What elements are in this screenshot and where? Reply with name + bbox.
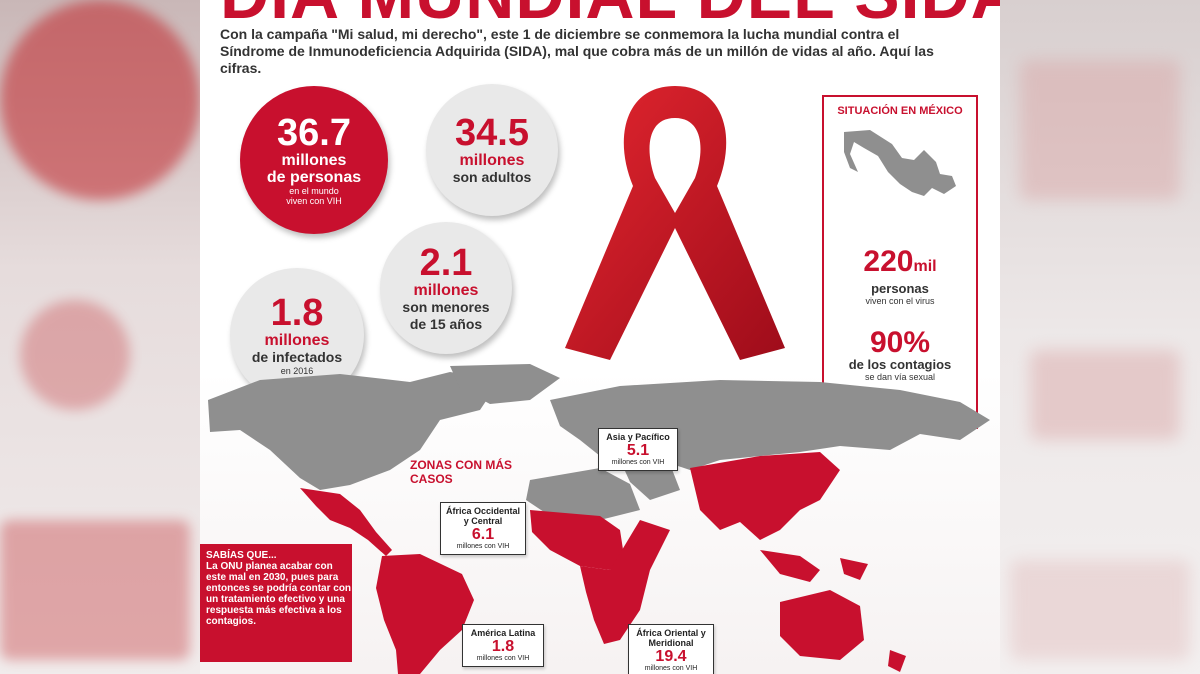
background-right bbox=[1000, 0, 1200, 674]
stat-total-l1: millones bbox=[281, 152, 347, 169]
stat-adults-circle: 34.5 millones son adultos bbox=[426, 84, 558, 216]
stat-adults-value: 34.5 bbox=[455, 112, 529, 154]
red-ribbon-icon bbox=[565, 86, 785, 360]
sabias-que-box: SABÍAS QUE... La ONU planea acabar con e… bbox=[200, 544, 352, 662]
callout-america-sub: millones con VIH bbox=[476, 655, 530, 662]
stat-minors-l1: millones bbox=[413, 281, 479, 299]
intro-text: Con la campaña "Mi salud, mi derecho", e… bbox=[220, 26, 934, 76]
mexico-panel: SITUACIÓN EN MÉXICO 220mil personas vive… bbox=[822, 95, 978, 429]
stat-infected-l3: en 2016 bbox=[280, 366, 314, 376]
stat-adults-l1: millones bbox=[459, 152, 525, 169]
mexico-people-value: 220 bbox=[863, 245, 914, 278]
stat-total-circle: 36.7 millones de personas en el mundo vi… bbox=[240, 86, 388, 234]
mexico-people-unit: mil bbox=[913, 258, 937, 275]
stat-infected-l1: millones bbox=[264, 332, 330, 349]
stat-total-value: 36.7 bbox=[277, 112, 351, 154]
callout-america-name: América Latina bbox=[470, 628, 536, 638]
callout-africa-occ-value: 6.1 bbox=[471, 526, 495, 543]
sabias-text: La ONU planea acabar con este mal en 203… bbox=[206, 561, 352, 627]
callout-america: América Latina 1.8 millones con VIH bbox=[462, 624, 544, 667]
callout-africa-or-sub: millones con VIH bbox=[644, 665, 698, 672]
stat-infected-circle: 1.8 millones de infectados en 2016 bbox=[230, 268, 364, 402]
callout-africa-occ-sub: millones con VIH bbox=[456, 543, 510, 550]
stat-infected-l2: de infectados bbox=[251, 349, 343, 365]
callout-africa-or-value: 19.4 bbox=[655, 648, 687, 665]
mexico-pct-l2: se dan vía sexual bbox=[864, 372, 936, 382]
sabias-heading: SABÍAS QUE... bbox=[206, 550, 277, 561]
stat-minors-value: 2.1 bbox=[419, 241, 473, 284]
stat-infected-value: 1.8 bbox=[270, 292, 324, 334]
callout-asia: Asia y Pacífico 5.1 millones con VIH bbox=[598, 428, 678, 471]
stat-minors-l2: son menores bbox=[402, 298, 490, 315]
world-map bbox=[208, 364, 990, 674]
callout-africa-occ: África Occidental y Central 6.1 millones… bbox=[440, 502, 526, 555]
callout-asia-name: Asia y Pacífico bbox=[606, 432, 670, 442]
mexico-heading: SITUACIÓN EN MÉXICO bbox=[837, 105, 963, 117]
background-left bbox=[0, 0, 200, 674]
mexico-pct-l1: de los contagios bbox=[848, 357, 952, 372]
callout-america-value: 1.8 bbox=[491, 638, 515, 655]
callout-asia-value: 5.1 bbox=[626, 442, 650, 459]
stat-total-l3: en el mundo bbox=[289, 186, 339, 196]
infographic-poster: DÍA MUNDIAL DEL SIDA Con la campaña "Mi … bbox=[200, 0, 1000, 674]
callout-africa-or: África Oriental y Meridional 19.4 millon… bbox=[628, 624, 714, 674]
poster-title: DÍA MUNDIAL DEL SIDA bbox=[220, 0, 1000, 34]
stat-minors-l3: de 15 años bbox=[409, 315, 483, 332]
callout-africa-or-name: África Oriental y Meridional bbox=[636, 628, 706, 648]
mexico-people-l1: personas bbox=[871, 281, 929, 296]
stat-total-l4: viven con VIH bbox=[286, 196, 342, 206]
stat-minors-circle: 2.1 millones son menores de 15 años bbox=[380, 222, 512, 354]
mexico-pct-value: 90% bbox=[869, 326, 931, 359]
callout-asia-sub: millones con VIH bbox=[611, 459, 665, 466]
mexico-map-icon bbox=[844, 130, 956, 196]
stat-adults-l2: son adultos bbox=[452, 169, 532, 185]
stat-total-l2: de personas bbox=[266, 169, 362, 186]
zonas-title: ZONAS CON MÁS CASOS bbox=[410, 458, 512, 486]
mexico-people-l2: viven con el virus bbox=[865, 296, 935, 306]
callout-africa-occ-name: África Occidental y Central bbox=[445, 506, 521, 526]
